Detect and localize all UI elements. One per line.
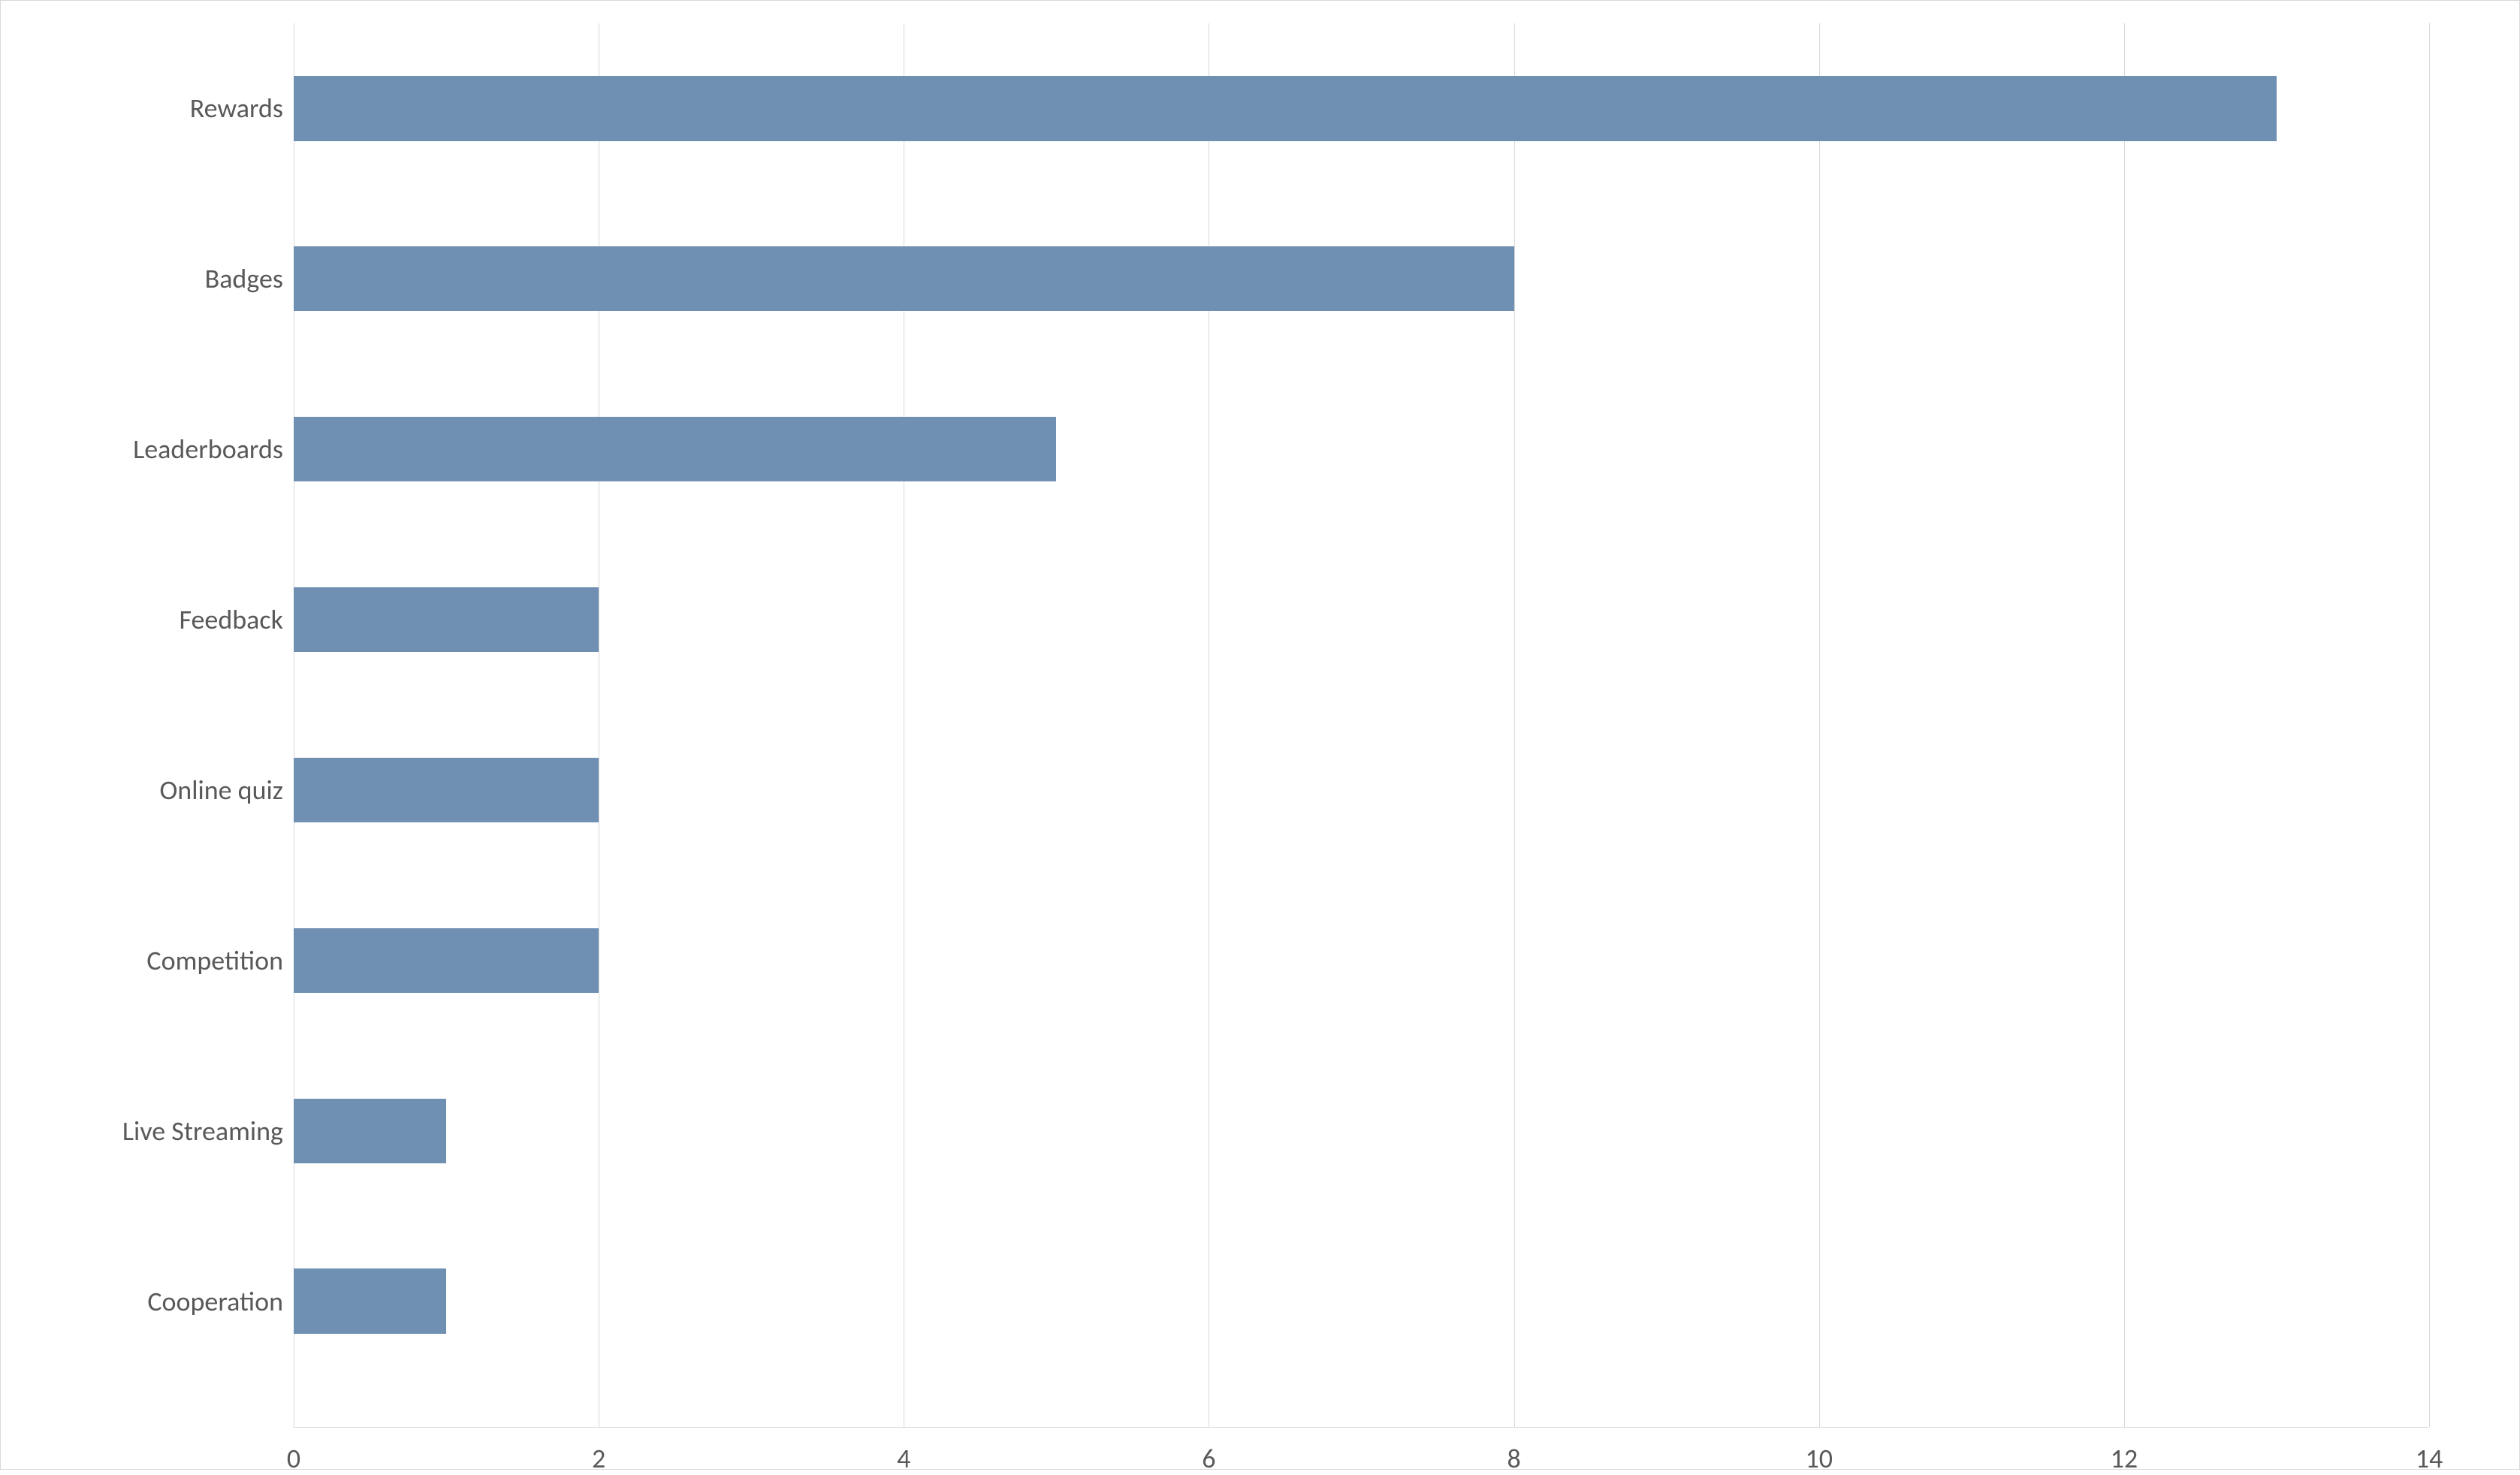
bar: [294, 928, 599, 993]
bar: [294, 1099, 446, 1163]
x-tick-label: 6: [1202, 1442, 1215, 1475]
bar: [294, 76, 2277, 140]
plot-area: RewardsBadgesLeaderboardsFeedbackOnline …: [294, 23, 2429, 1386]
y-category-label: Rewards: [190, 92, 294, 125]
bar: [294, 587, 599, 652]
bar: [294, 417, 1056, 481]
y-category-label: Live Streaming: [122, 1115, 294, 1148]
x-tick-label: 12: [2111, 1442, 2138, 1475]
gridline: [1514, 23, 1515, 1427]
gridline: [2124, 23, 2125, 1427]
x-tick-label: 4: [897, 1442, 910, 1475]
x-axis: 02468101214: [294, 1386, 2429, 1469]
y-category-label: Online quiz: [159, 774, 294, 807]
x-axis-line: [294, 1427, 2429, 1428]
y-category-label: Cooperation: [147, 1285, 294, 1318]
bar: [294, 1268, 446, 1333]
gridline: [1819, 23, 1820, 1427]
y-category-label: Leaderboards: [133, 433, 294, 466]
chart-frame: Rewards Badges Leaderboards Feedback Online …: [0, 0, 2520, 1470]
x-tick-label: 10: [1805, 1442, 1833, 1475]
x-tick-label: 14: [2416, 1442, 2443, 1475]
x-tick-label: 8: [1507, 1442, 1520, 1475]
x-tick-label: 0: [287, 1442, 300, 1475]
x-tick-label: 2: [592, 1442, 605, 1475]
bar: [294, 758, 599, 822]
gridline: [2429, 23, 2430, 1427]
y-category-label: Feedback: [180, 603, 294, 636]
y-category-label: Badges: [205, 262, 294, 295]
plot: RewardsBadgesLeaderboardsFeedbackOnline …: [294, 23, 2429, 1386]
bar: [294, 246, 1514, 311]
y-category-label: Competition: [146, 944, 294, 977]
